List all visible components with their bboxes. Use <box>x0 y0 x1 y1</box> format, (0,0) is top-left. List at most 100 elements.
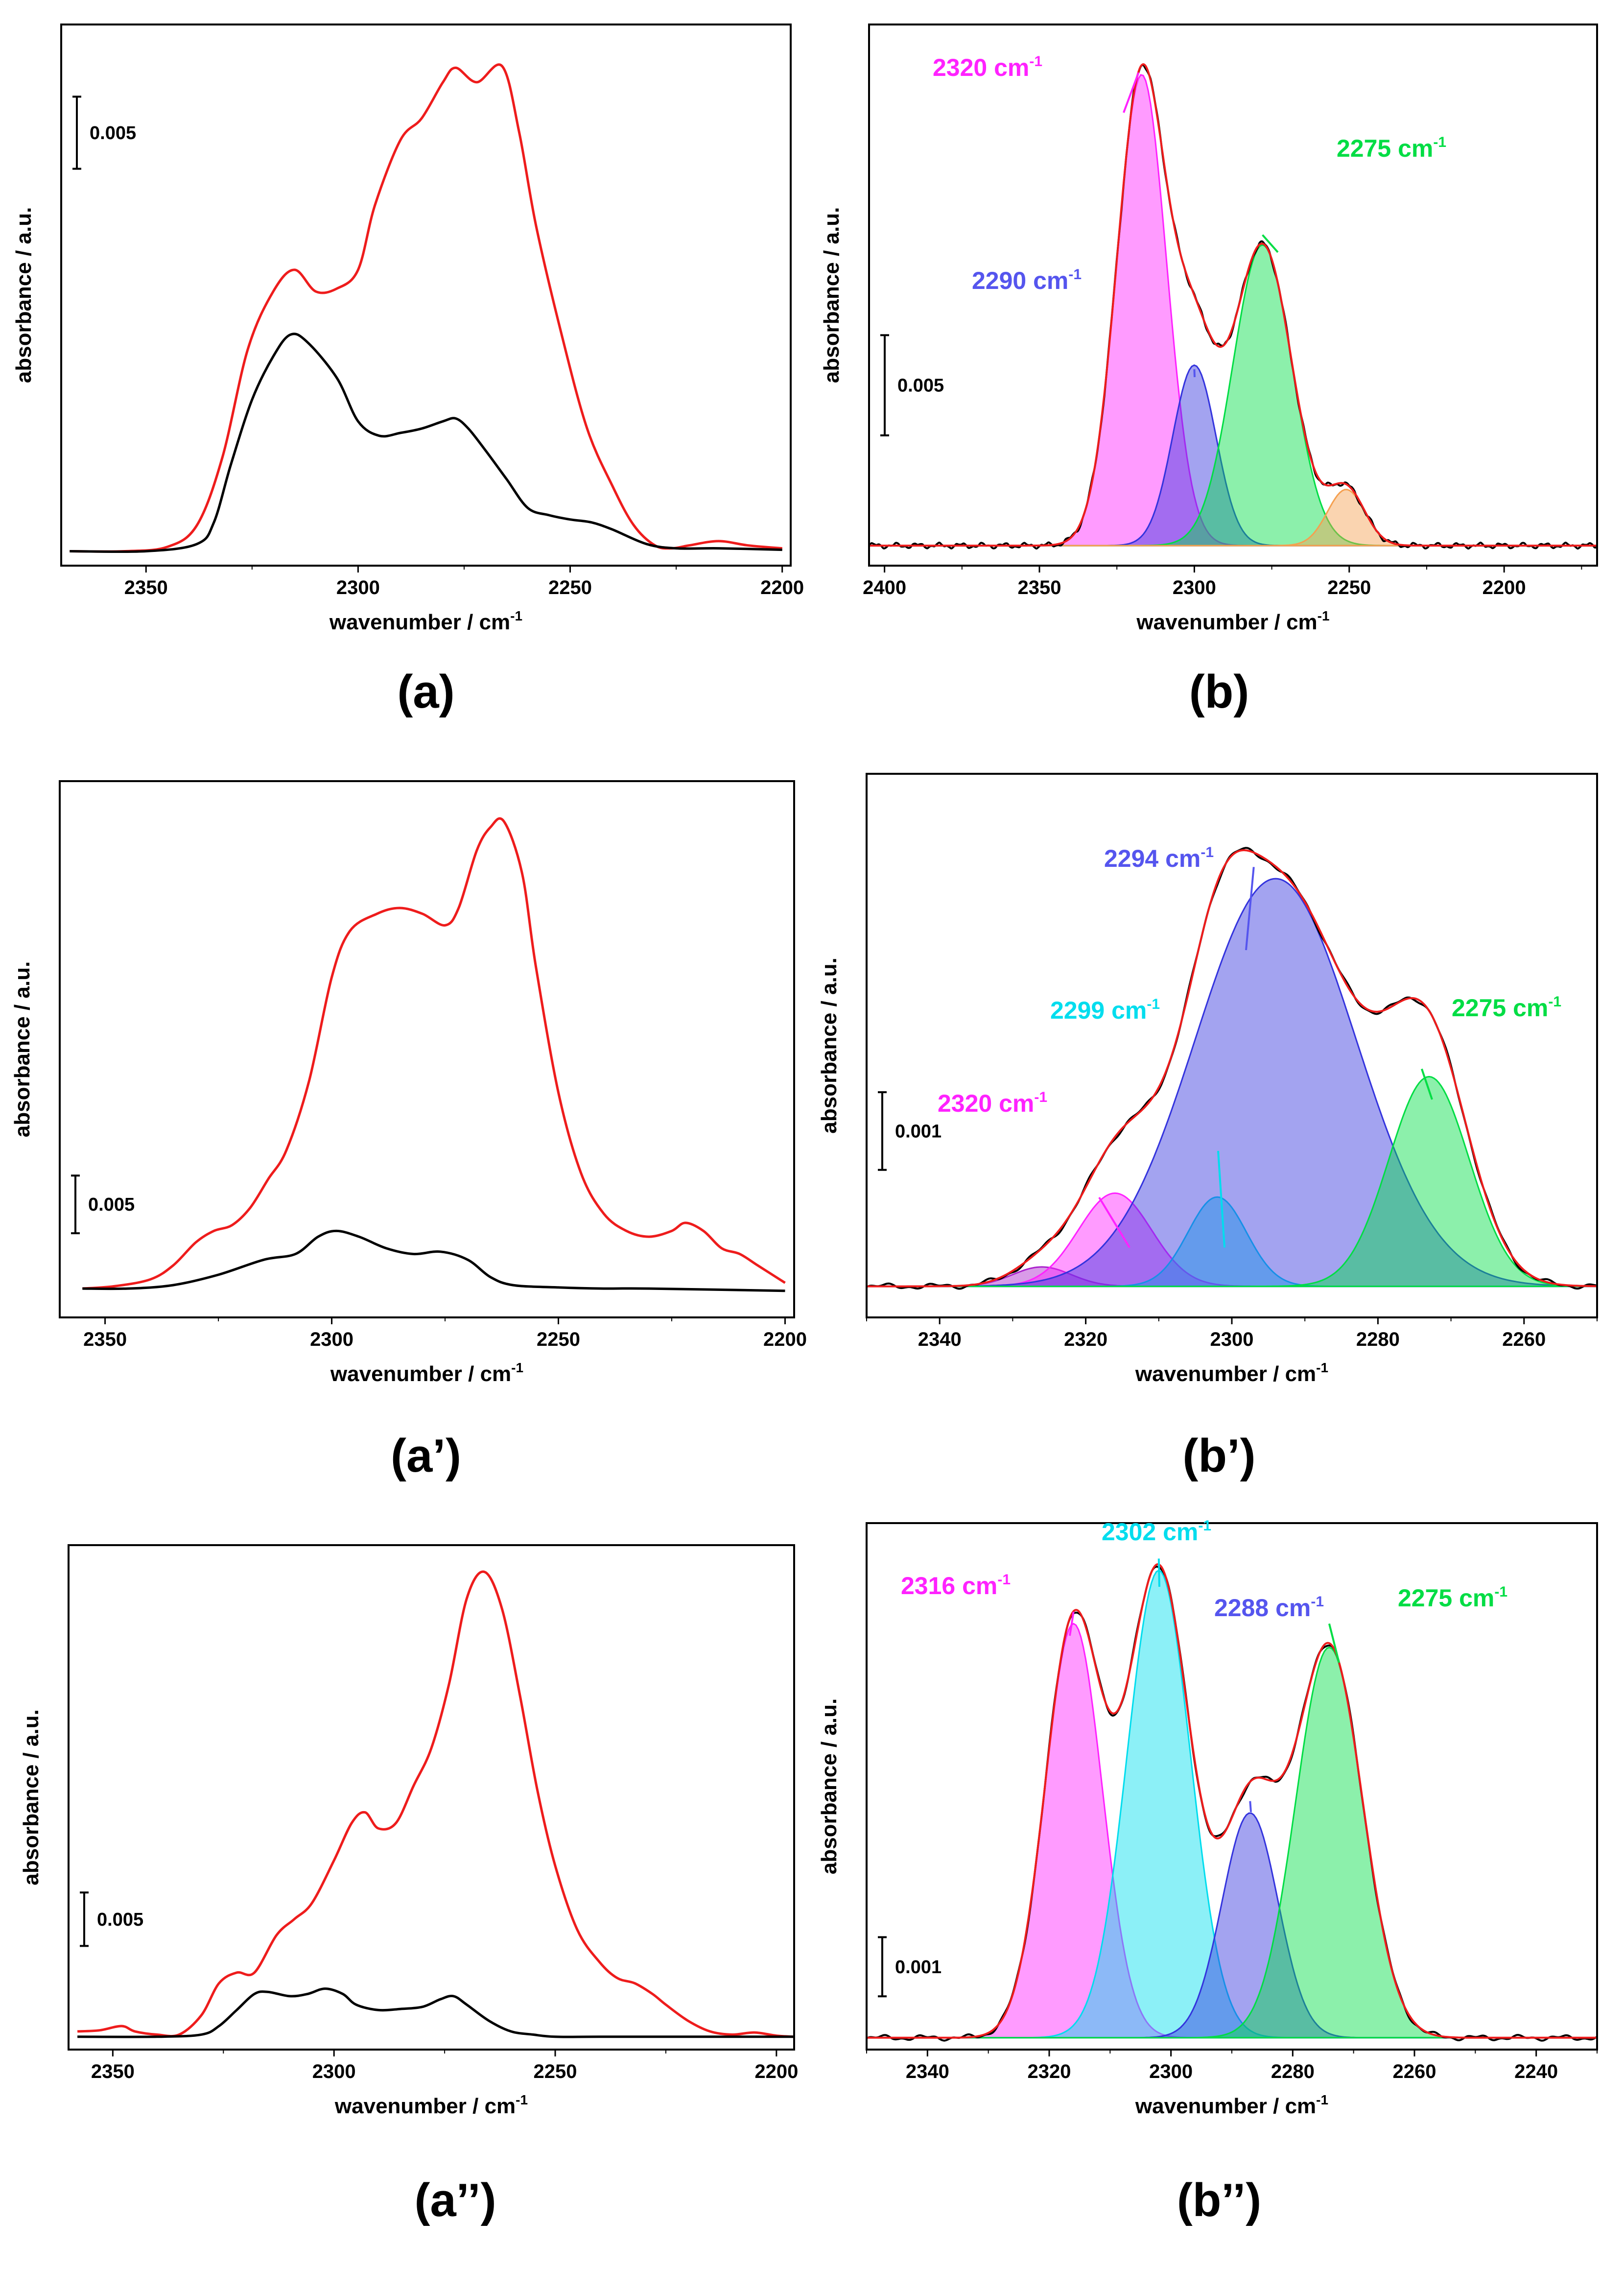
annotation-label-sup: -1 <box>1433 134 1446 150</box>
scale-bar-label: 0.005 <box>97 1910 143 1930</box>
x-tick-label: 2260 <box>1393 2061 1436 2082</box>
x-axis-title-sup: -1 <box>1318 608 1330 623</box>
annotation-label-sup: -1 <box>1147 996 1160 1012</box>
x-axis-title-sup: -1 <box>510 608 522 623</box>
plot-area <box>70 63 782 553</box>
annotation-label: 2288 cm-1 <box>1214 1594 1324 1622</box>
y-axis-title: absorbance / a.u. <box>817 957 841 1133</box>
annotation-label-sup: -1 <box>1034 1089 1047 1105</box>
annotation-leader <box>1123 72 1140 113</box>
x-tick-label: 2250 <box>548 577 592 598</box>
x-tick-label: 2200 <box>763 1329 807 1350</box>
x-tick-label: 2200 <box>1483 577 1526 598</box>
series-black <box>77 1987 794 2038</box>
chart-a2: 2350 2300 2250 2200 wavenumber / cm-1 absorba… <box>19 1544 798 2226</box>
annotation-leader <box>1098 1196 1130 1248</box>
x-axis-title: wavenumber / cm-1 <box>1135 1360 1328 1386</box>
fit-envelope-curve <box>867 849 1597 1288</box>
component-2275 <box>867 1075 1597 1288</box>
annotation-leader <box>1328 1623 1340 1663</box>
plot-frame <box>68 1544 795 2051</box>
scale-bar-label: 0.001 <box>895 1957 941 1978</box>
x-tick-label: 2300 <box>312 2061 356 2082</box>
annotation-label: 2302 cm-1 <box>1102 1518 1211 1546</box>
annotation-label-sup: -1 <box>1198 1518 1211 1534</box>
x-tick-label: 2300 <box>336 577 380 598</box>
fit-envelope-curve <box>867 1563 1597 2039</box>
plot-area <box>867 1563 1597 2042</box>
panel-label: (b’’) <box>1177 2174 1261 2226</box>
x-tick-label: 2250 <box>537 1329 580 1350</box>
scale-bar-label: 0.005 <box>88 1194 135 1215</box>
plot-frame <box>60 24 792 567</box>
series-red <box>77 1570 794 2038</box>
chart-b2: 2340 2320 2300 2280 2260 2240 wavenumber / cm-… <box>817 1518 1598 2226</box>
plot-frame <box>59 780 795 1318</box>
panel-label: (b’) <box>1182 1430 1255 1482</box>
x-axis-title: wavenumber / cm-1 <box>330 1360 523 1386</box>
x-tick-label: 2250 <box>1327 577 1371 598</box>
panel-label: (a) <box>397 666 454 718</box>
x-tick-label: 2240 <box>1514 2061 1558 2082</box>
x-axis-title-sup: -1 <box>511 1360 523 1375</box>
annotation-label: 2275 cm-1 <box>1398 1584 1507 1612</box>
annotation-leader <box>1217 1150 1226 1248</box>
annotation-leader <box>1193 369 1196 378</box>
x-tick-label: 2300 <box>310 1329 353 1350</box>
chart-b: 2400 2350 2300 2250 2200 wavenumber / cm-1 abs… <box>820 24 1598 718</box>
x-tick-label: 2200 <box>760 577 804 598</box>
annotation-label-sup: -1 <box>1200 844 1214 860</box>
plot-area <box>77 1570 794 2038</box>
annotation-label-sup: -1 <box>997 1572 1011 1588</box>
plot-area <box>869 63 1597 550</box>
x-tick-label: 2350 <box>83 1329 127 1350</box>
x-axis-title: wavenumber / cm-1 <box>334 2092 528 2118</box>
annotation-label-sup: -1 <box>1029 53 1042 70</box>
annotation-leader <box>1421 1068 1433 1100</box>
annotation-label: 2275 cm-1 <box>1337 134 1446 162</box>
x-axis-title: wavenumber / cm-1 <box>329 608 522 634</box>
x-tick-label: 2300 <box>1149 2061 1193 2082</box>
series-red <box>82 817 786 1290</box>
annotation-label: 2299 cm-1 <box>1050 996 1160 1024</box>
component-2288 <box>867 1812 1597 2039</box>
y-axis-title: absorbance / a.u. <box>19 1709 43 1885</box>
chart-a: 2350 2300 2250 2200 wavenumber / cm-1 absorba… <box>12 24 804 718</box>
x-tick-label: 2340 <box>918 1329 962 1350</box>
x-tick-label: 2250 <box>534 2061 577 2082</box>
y-axis-title: absorbance / a.u. <box>10 961 34 1137</box>
x-tick-label: 2260 <box>1502 1329 1546 1350</box>
x-axis-title: wavenumber / cm-1 <box>1136 608 1329 634</box>
x-axis-title-sup: -1 <box>1316 1360 1328 1375</box>
y-axis-title: absorbance / a.u. <box>817 1698 841 1874</box>
series-red <box>70 63 782 553</box>
x-tick-label: 2350 <box>91 2061 135 2082</box>
x-tick-label: 2320 <box>1028 2061 1071 2082</box>
x-tick-label: 2200 <box>754 2061 798 2082</box>
x-tick-label: 2340 <box>906 2061 949 2082</box>
chart-b1: 2340 2320 2300 2280 2260 wavenumber / cm-1 abs… <box>817 773 1598 1482</box>
x-tick-label: 2280 <box>1356 1329 1400 1350</box>
x-tick-label: 2300 <box>1173 577 1216 598</box>
plot-area <box>82 817 786 1292</box>
x-axis-title-sup: -1 <box>1316 2092 1328 2107</box>
annotation-leader <box>1245 867 1255 951</box>
panel-label: (b) <box>1189 666 1249 718</box>
chart-a1: 2350 2300 2250 2200 wavenumber / cm-1 absorba… <box>10 780 807 1482</box>
panel-label: (a’’) <box>414 2174 496 2226</box>
x-tick-label: 2350 <box>1018 577 1061 598</box>
x-axis-title-sup: -1 <box>516 2092 528 2107</box>
annotation-label: 2290 cm-1 <box>972 266 1082 294</box>
plot-area <box>867 847 1597 1290</box>
annotation-label: 2294 cm-1 <box>1104 844 1214 872</box>
scale-bar-label: 0.005 <box>897 376 944 396</box>
x-tick-label: 2350 <box>124 577 168 598</box>
x-tick-label: 2280 <box>1271 2061 1315 2082</box>
series-black <box>70 333 782 553</box>
x-tick-label: 2400 <box>863 577 906 598</box>
annotation-leader <box>1249 1801 1252 1813</box>
annotation-label: 2320 cm-1 <box>933 53 1042 81</box>
annotation-label: 2275 cm-1 <box>1452 994 1561 1022</box>
